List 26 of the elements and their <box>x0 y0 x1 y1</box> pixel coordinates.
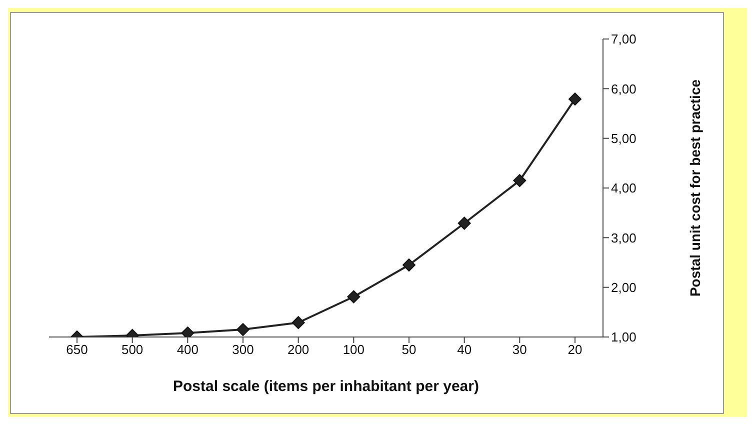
y-tick-label: 2,00 <box>611 280 636 295</box>
point <box>292 316 305 330</box>
y-tick-label: 1,00 <box>611 330 636 345</box>
y-tick-label: 5,00 <box>611 130 636 146</box>
x-tick-label: 40 <box>457 342 472 358</box>
y-tick-label: 6,00 <box>611 81 636 96</box>
x-tick-label: 100 <box>342 342 365 358</box>
x-tick-label: 30 <box>512 342 527 358</box>
x-tick-label: 650 <box>66 342 88 358</box>
point <box>458 216 471 230</box>
point <box>347 290 360 304</box>
x-axis-title: Postal scale (items per inhabitant per year) <box>173 378 479 395</box>
x-tick-label: 200 <box>287 342 310 358</box>
point <box>568 92 582 106</box>
point <box>513 174 526 188</box>
y-tick-label: 7,00 <box>611 32 636 47</box>
y-axis-title: Postal unit cost for best practice <box>686 79 703 297</box>
y-tick-label: 3,00 <box>611 230 636 246</box>
x-tick-label: 20 <box>568 342 582 358</box>
x-tick-label: 400 <box>176 342 199 358</box>
x-tick-label: 50 <box>402 342 416 358</box>
point <box>402 258 416 272</box>
x-tick-label: 300 <box>232 342 254 358</box>
x-tick-label: 500 <box>121 342 144 358</box>
y-tick-label: 4,00 <box>611 180 636 196</box>
point <box>236 323 250 336</box>
